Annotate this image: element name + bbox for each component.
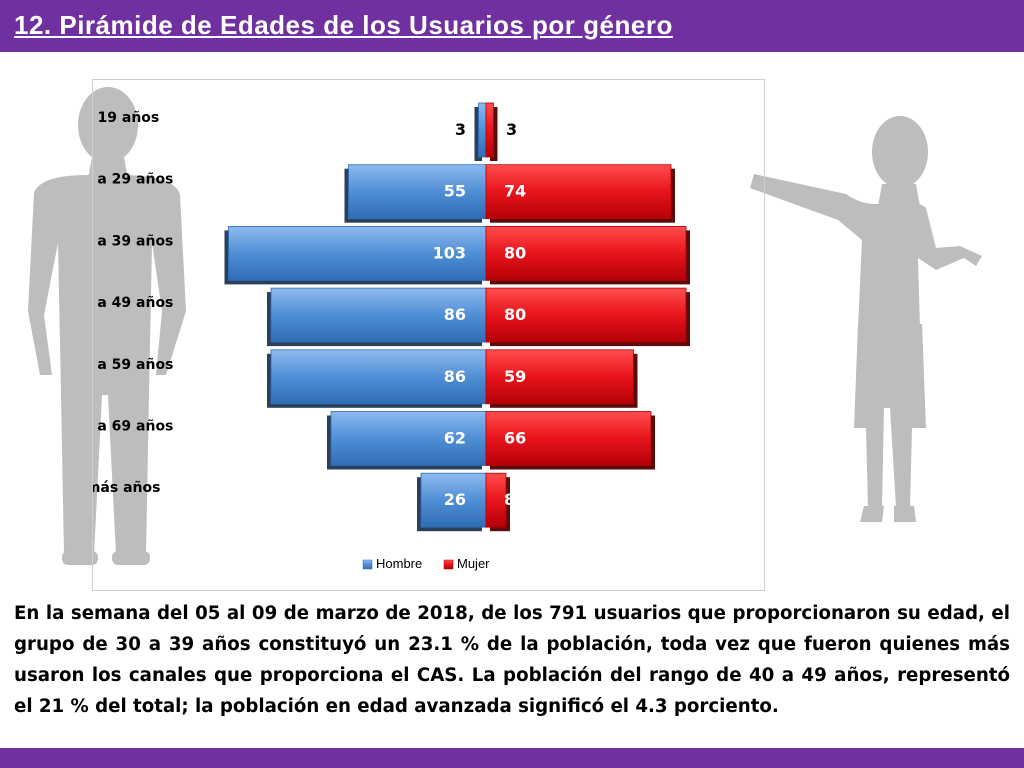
bar-mujer (485, 349, 634, 405)
category-label: De 60 a 69 años (93, 419, 173, 435)
category-label: De 50 a 59 años (93, 357, 173, 373)
man-silhouette-icon (28, 87, 186, 565)
summary-paragraph: En la semana del 05 al 09 de marzo de 20… (14, 603, 1010, 717)
bar-mujer (485, 164, 672, 220)
woman-silhouette-icon (750, 116, 982, 522)
data-label-mujer: 80 (504, 243, 526, 262)
data-label-hombre: 103 (433, 243, 466, 262)
category-label: De 40 a 49 años (93, 295, 173, 311)
category-label: De 20 a 29 años (93, 172, 173, 188)
page-title: 12. Pirámide de Edades de los Usuarios p… (14, 10, 673, 40)
data-label-hombre: 86 (444, 367, 466, 386)
title-bar: 12. Pirámide de Edades de los Usuarios p… (0, 0, 1024, 52)
data-label-mujer: 66 (504, 429, 526, 448)
legend-swatch-hombre (362, 559, 373, 570)
chart-legend: Hombre Mujer (362, 556, 490, 571)
bar-mujer (485, 287, 687, 343)
bar-hombre (270, 349, 487, 405)
data-label-mujer: 8 (504, 490, 515, 509)
data-label-mujer: 74 (504, 182, 526, 201)
category-label: 70 o más años (93, 480, 160, 496)
pyramid-chart: Hasta 19 años De 20 a 29 años De 30 a 39 a… (93, 102, 690, 571)
bar-hombre (420, 472, 487, 528)
bar-mujer (485, 102, 494, 158)
data-label-hombre: 86 (444, 305, 466, 324)
bar-mujer (485, 225, 687, 281)
footer-bar (0, 748, 1024, 768)
data-label-mujer: 3 (506, 120, 517, 139)
value-labels: 3 3 55 74 103 80 86 80 86 59 62 66 26 8 (433, 120, 527, 509)
series-hombre-bars (224, 102, 487, 532)
bar-hombre (270, 287, 487, 343)
bar-mujer (485, 472, 507, 528)
data-label-hombre: 3 (455, 120, 466, 139)
data-label-mujer: 80 (504, 305, 526, 324)
category-label: De 30 a 39 años (93, 233, 173, 249)
category-label: Hasta 19 años (93, 110, 159, 126)
chart-frame: Hasta 19 años De 20 a 29 años De 30 a 39 a… (92, 79, 765, 591)
legend-label-mujer: Mujer (457, 556, 490, 571)
bar-hombre (330, 411, 487, 466)
series-mujer-bars (485, 102, 690, 532)
category-labels: Hasta 19 años De 20 a 29 años De 30 a 39 a… (93, 110, 173, 496)
data-label-hombre: 26 (444, 490, 466, 509)
legend-label-hombre: Hombre (376, 556, 422, 571)
legend-swatch-mujer (443, 559, 454, 570)
data-label-hombre: 62 (444, 429, 466, 448)
bar-hombre (478, 102, 487, 158)
bar-mujer (485, 411, 652, 466)
data-label-mujer: 59 (504, 367, 526, 386)
bar-hombre (228, 225, 487, 281)
data-label-hombre: 55 (444, 182, 466, 201)
